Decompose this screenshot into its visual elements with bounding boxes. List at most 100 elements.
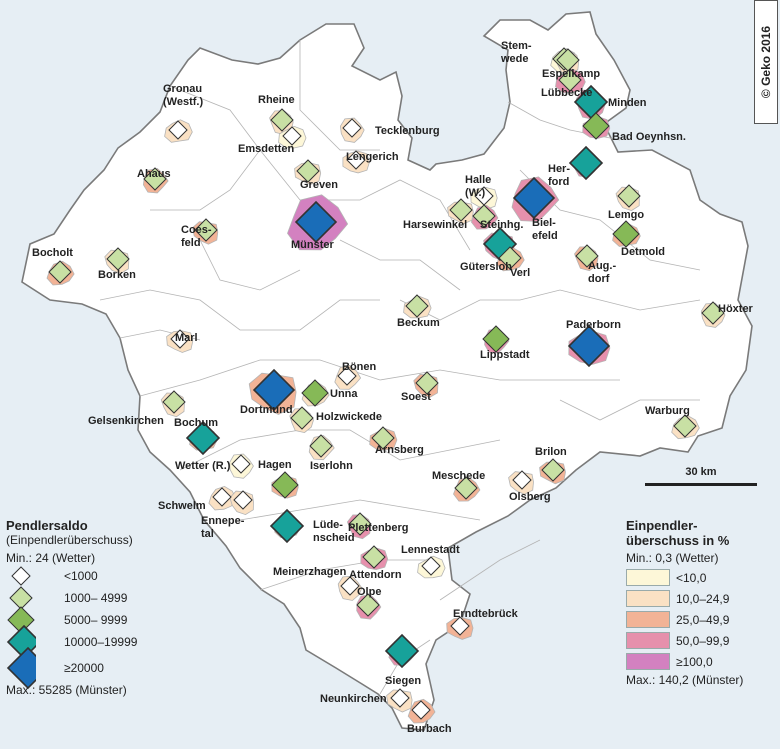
- municipality-boundary: [179, 429, 501, 471]
- symbol-bocholt: [48, 260, 72, 284]
- label-gelsenkirchen: Gelsenkirchen: [88, 415, 164, 427]
- label-meschede: Meschede: [432, 470, 485, 482]
- legend-symbol-label: 10000–19999: [64, 635, 138, 649]
- label-tecklenburg: Tecklenburg: [375, 125, 440, 137]
- legend-color-row: 50,0–99,9: [626, 630, 776, 651]
- label-dortmund: Dortmund: [240, 404, 293, 416]
- label-detmold: Detmold: [621, 246, 665, 258]
- label-beckum: Beckum: [397, 317, 440, 329]
- symbol-holzwickede: [290, 406, 314, 430]
- legend-title: Pendlersaldo: [6, 518, 88, 533]
- municipality-boundary: [150, 85, 261, 211]
- symbol-plettenberg: [348, 512, 372, 536]
- symbol-unna: [301, 379, 329, 407]
- symbol-olsberg: [512, 470, 532, 490]
- color-swatch: [626, 632, 670, 649]
- label-unna: Unna: [330, 388, 358, 400]
- label-minden: Minden: [608, 97, 647, 109]
- legend-symbol-label: 1000– 4999: [64, 591, 128, 605]
- symbol-münster: [294, 200, 338, 244]
- symbol-gronau-westf: [168, 120, 188, 140]
- label-marl: Marl: [175, 332, 198, 344]
- color-swatch: [626, 653, 670, 670]
- label-gronau-westf: Gronau (Westf.): [163, 83, 203, 108]
- label-steinhg: Steinhg.: [480, 219, 523, 231]
- symbol-marl: [170, 329, 190, 349]
- municipality-boundary: [239, 499, 481, 521]
- region-outline: [21, 11, 753, 731]
- legend-color-label: 10,0–24,9: [676, 591, 730, 606]
- symbol-höxter: [701, 301, 725, 325]
- symbol-meinerzhagen: [340, 576, 360, 596]
- legend-symbol-row: 1000– 4999: [6, 586, 206, 610]
- legend-min: Min.: 24 (Wetter): [6, 551, 96, 565]
- symbol-harsewinkel: [449, 198, 473, 222]
- label-lübbecke: Lübbecke: [541, 87, 592, 99]
- legend-color-label: 25,0–49,9: [676, 612, 730, 627]
- municipality-boundary: [259, 559, 440, 591]
- symbol-attendorn: [362, 545, 386, 569]
- label-burbach: Burbach: [407, 723, 452, 735]
- symbol-iserlohn: [309, 434, 333, 458]
- copyright-text: © Geko 2016: [759, 25, 773, 99]
- legend-symbol-row: 10000–19999: [6, 624, 206, 660]
- legend-color-label: <10,0: [676, 570, 707, 585]
- label-gütersloh: Gütersloh: [460, 261, 512, 273]
- label-coesfeld: Coes-feld: [181, 224, 212, 249]
- label-schwelm: Schwelm: [158, 500, 206, 512]
- legend-title-line2: überschuss in %: [626, 533, 730, 548]
- symbol-lippstadt: [482, 325, 510, 353]
- symbol-bielefeld: [512, 176, 556, 220]
- label-espelkamp: Espelkamp: [542, 68, 600, 80]
- label-warburg: Warburg: [645, 405, 690, 417]
- label-harsewinkel: Harsewinkel: [403, 219, 467, 231]
- symbol-detmold: [612, 220, 640, 248]
- label-höxter: Höxter: [718, 303, 754, 315]
- legend-color-row: <10,0: [626, 567, 776, 588]
- municipality-boundary: [339, 239, 461, 291]
- label-rheine: Rheine: [258, 94, 295, 106]
- symbol-warburg: [673, 414, 697, 438]
- municipality-boundary: [439, 539, 541, 601]
- legend-color-label: ≥100,0: [676, 654, 713, 669]
- symbol-gelsenkirchen: [162, 390, 186, 414]
- label-emsdetten: Emsdetten: [238, 143, 295, 155]
- label-bielefeld: Biel-efeld: [532, 217, 558, 242]
- municipality-boundary: [199, 239, 301, 291]
- symbol-neunkirchen: [390, 688, 410, 708]
- label-soest: Soest: [401, 391, 431, 403]
- legend-symbol-row: <1000: [6, 565, 206, 587]
- label-attendorn: Attendorn: [349, 569, 402, 581]
- label-wetter-r: Wetter (R.): [175, 460, 231, 472]
- label-aug-dorf: Aug.-dorf: [588, 260, 616, 285]
- symbol-lübbecke: [558, 68, 582, 92]
- symbol-siegen: [384, 633, 420, 669]
- legend-color-row: ≥100,0: [626, 651, 776, 672]
- label-hagen: Hagen: [258, 459, 292, 471]
- diamond-icon: [6, 565, 36, 587]
- label-lippstadt: Lippstadt: [480, 349, 530, 361]
- municipality-boundary: [259, 149, 471, 251]
- symbol-erndtebrück: [450, 616, 470, 636]
- symbol-aug-dorf: [575, 244, 599, 268]
- symbol-beckum: [405, 294, 429, 318]
- symbol-herford: [568, 145, 604, 181]
- diamond-icon: [6, 646, 36, 690]
- symbol-lennestadt: [421, 556, 441, 576]
- scale-line: [645, 483, 757, 486]
- scale-label: 30 km: [685, 466, 717, 478]
- label-bochum: Bochum: [174, 417, 218, 429]
- municipality-boundary: [139, 359, 620, 397]
- symbol-tecklenburg: [342, 118, 362, 138]
- legend-symbol-list: <1000 1000– 4999 5000– 9999 10000–19999 ≥200…: [6, 565, 206, 690]
- legend-title-line1: Einpendler-: [626, 518, 698, 533]
- symbol-burbach: [411, 700, 431, 720]
- symbol-olpe: [356, 593, 380, 617]
- symbol-ahaus: [143, 167, 167, 191]
- label-greven: Greven: [300, 179, 338, 191]
- legend-max: Max.: 140,2 (Münster): [626, 673, 744, 687]
- label-meinerzhagen: Meinerzhagen: [273, 566, 347, 578]
- color-swatch: [626, 611, 670, 628]
- color-swatch: [626, 569, 670, 586]
